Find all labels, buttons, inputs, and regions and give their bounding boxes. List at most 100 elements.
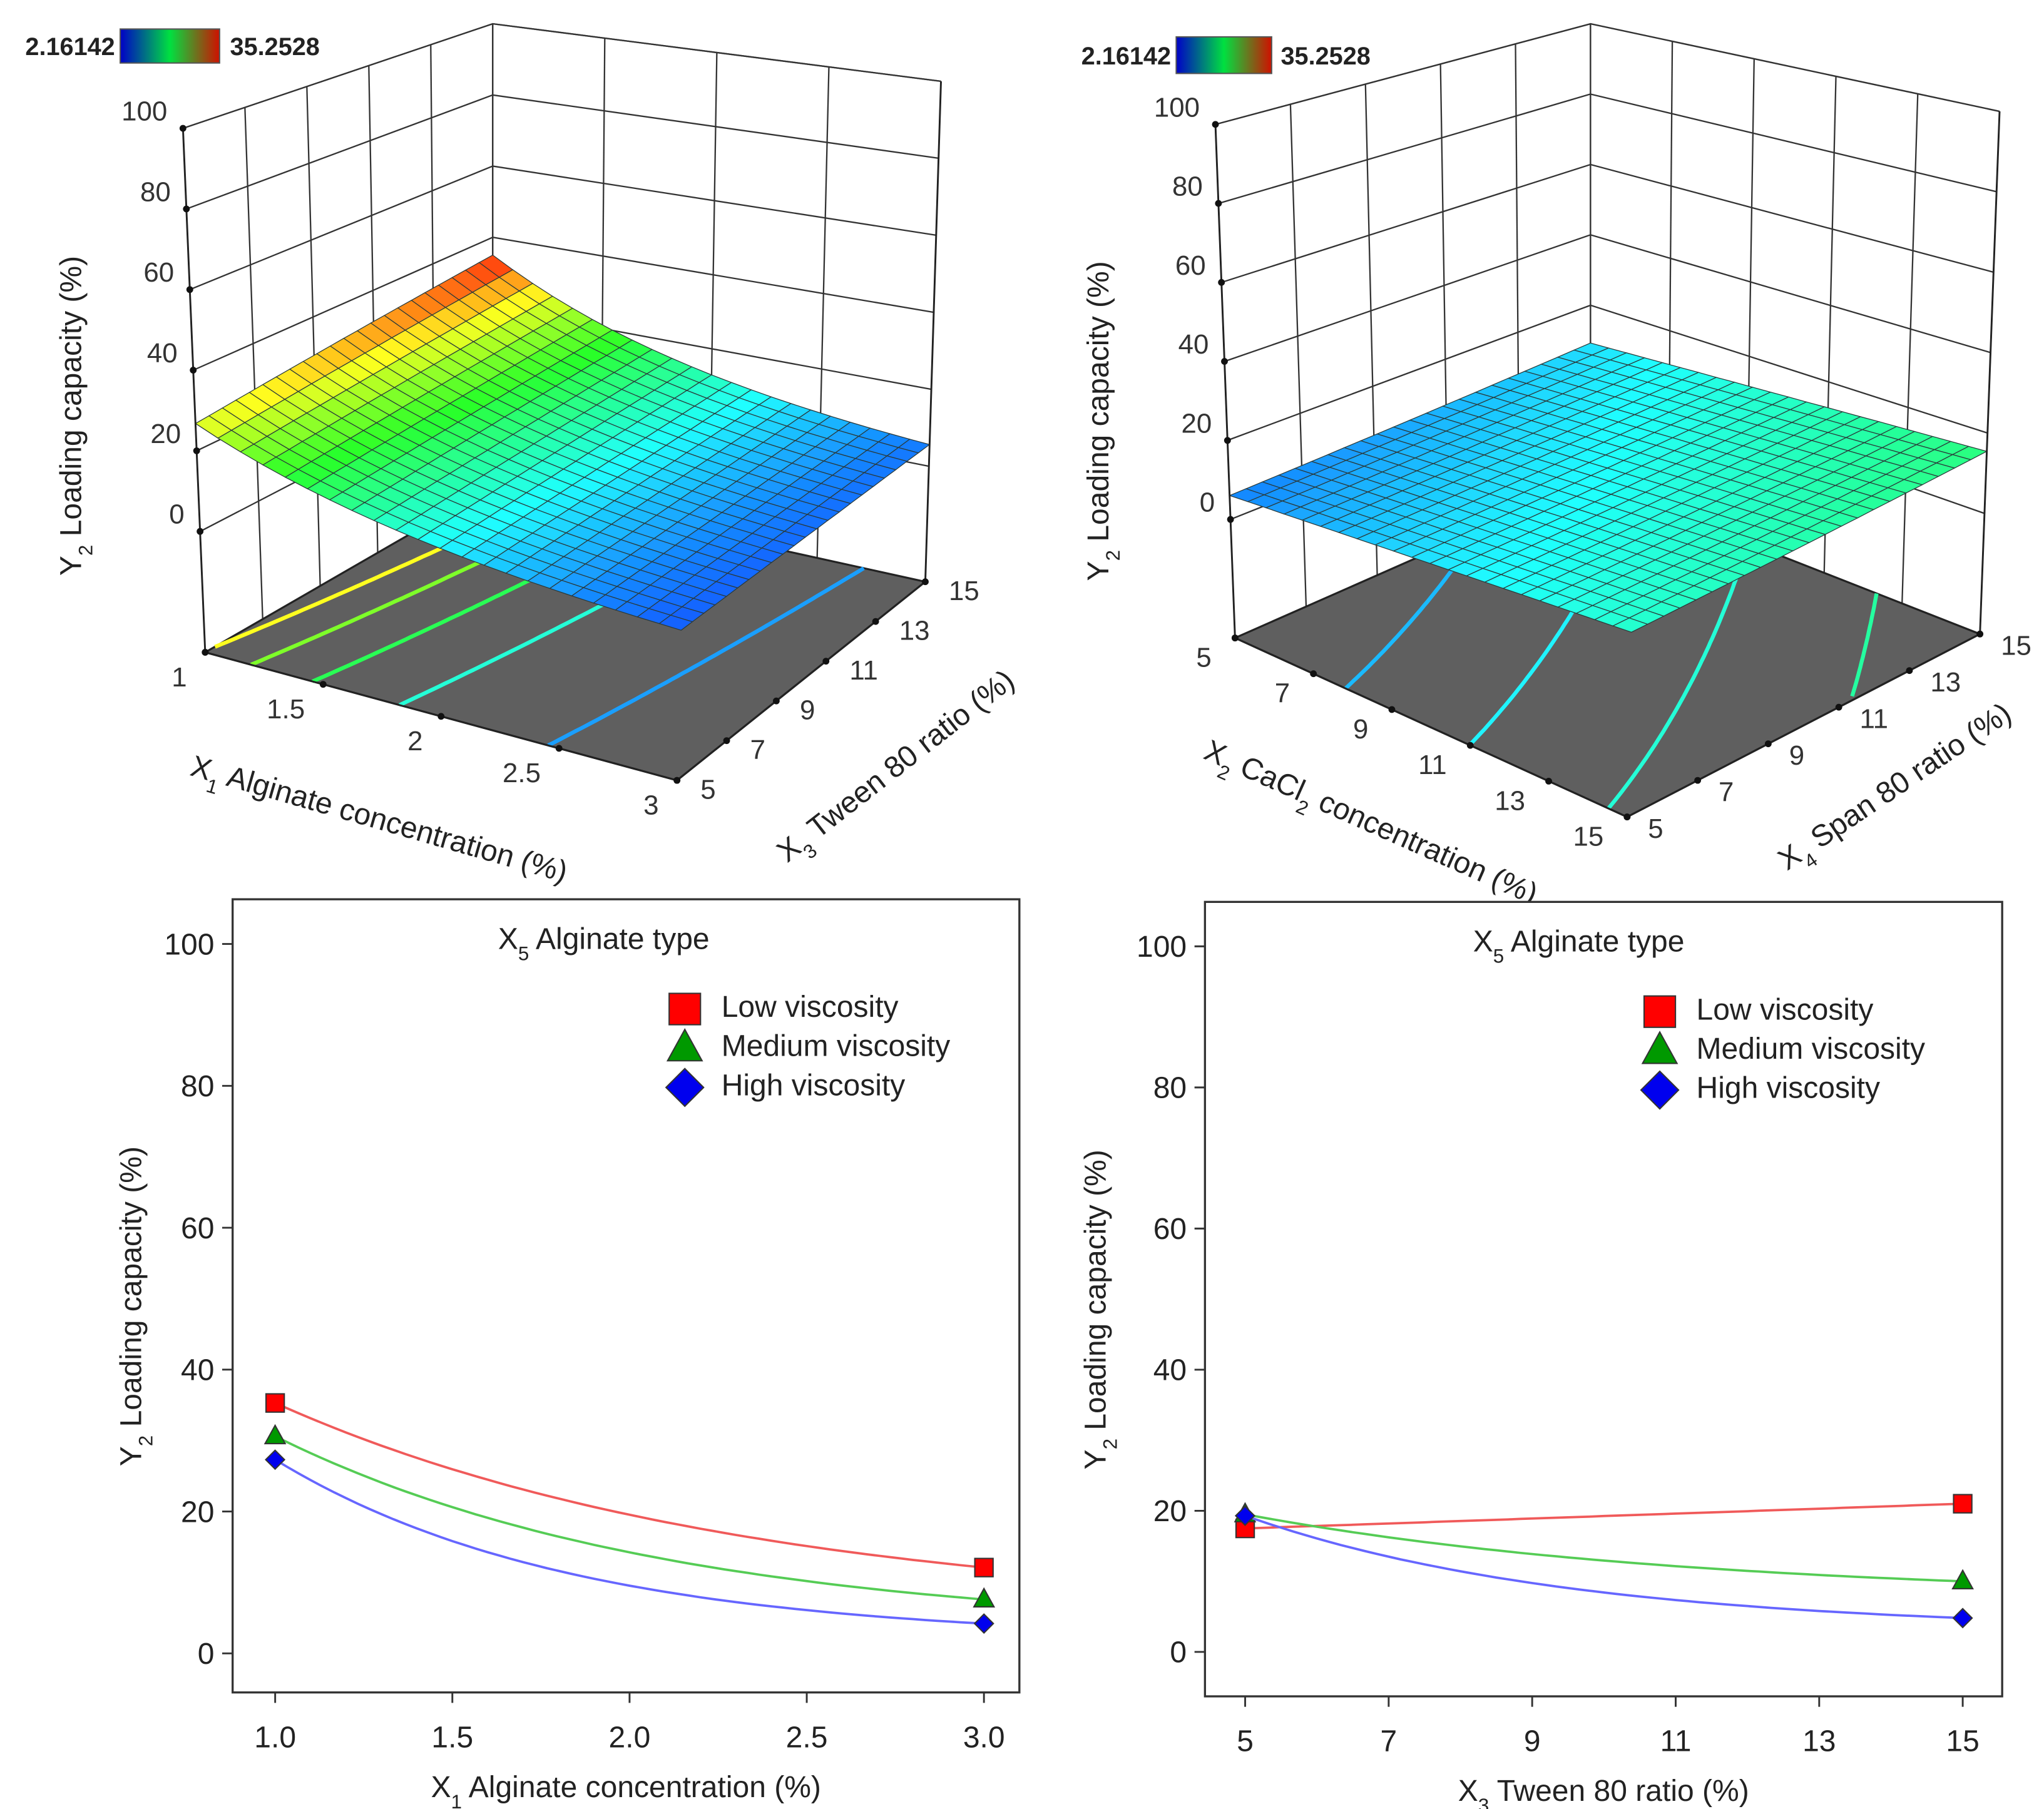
y-tick-label: 5: [1648, 813, 1663, 844]
y-tick-label: 60: [181, 1212, 214, 1245]
x-tick-label: 11: [1418, 750, 1447, 780]
series-high-viscosity: High viscosity: [265, 1068, 994, 1634]
colorbar-max-label: 35.2528: [1280, 43, 1370, 70]
z-tick-mark: [186, 286, 193, 293]
surface-cell: [1612, 617, 1649, 633]
colorbar-max-label: 35.2528: [230, 33, 320, 61]
x-tick-label: 7: [1381, 1725, 1398, 1758]
grid-line: [1227, 304, 1988, 441]
z-tick-label: 20: [1181, 408, 1212, 439]
z-tick-label: 40: [1178, 329, 1209, 360]
x-tick-mark: [202, 649, 209, 656]
x-tick-label: 3.0: [963, 1721, 1005, 1754]
legend-label: High viscosity: [722, 1069, 906, 1102]
triangle-marker: [973, 1587, 996, 1608]
x-tick-label: 2.5: [503, 758, 541, 788]
response-surface: [1228, 342, 1988, 633]
y-tick-label: 40: [181, 1354, 214, 1387]
grid-line: [1218, 93, 1997, 205]
x-tick-label: 15: [1573, 822, 1603, 852]
box-top-edge: [182, 23, 941, 130]
x-tick-label: 2.5: [786, 1721, 828, 1754]
diamond-marker: [265, 1449, 286, 1470]
legend-square-icon: [1643, 995, 1677, 1028]
grid-line: [306, 86, 321, 586]
y-tick-mark: [1906, 667, 1913, 675]
x-tick-label: 13: [1495, 785, 1525, 816]
z-axis-title: Y2 Loading capacity (%): [54, 256, 96, 576]
legend-label: Medium viscosity: [722, 1030, 951, 1063]
contour-line: [547, 566, 865, 747]
triangle-marker: [263, 1424, 287, 1445]
legend-triangle-icon: [1641, 1031, 1679, 1064]
z-tick-label: 0: [1200, 487, 1215, 518]
y-tick-label: 11: [1860, 704, 1889, 735]
y-tick-label: 20: [1153, 1495, 1187, 1528]
z-tick-label: 60: [143, 257, 174, 288]
grid-line: [186, 94, 939, 210]
x-tick-label: 3: [643, 790, 658, 820]
colorbar-gradient: [120, 28, 220, 64]
x-tick-label: 5: [1196, 642, 1211, 673]
grid-line: [1221, 163, 1994, 283]
series-line: [274, 1402, 984, 1569]
x-tick-mark: [1310, 670, 1317, 678]
y-tick-label: 15: [949, 576, 979, 606]
z-tick-mark: [1212, 121, 1219, 128]
y-axis-title: Y2 Loading capacity (%): [1080, 1149, 1122, 1469]
plot-frame: [1203, 900, 2003, 1698]
x-tick-mark: [1388, 706, 1396, 713]
grid-line: [193, 237, 934, 371]
z-tick-mark: [1215, 200, 1222, 207]
series-low-viscosity: Low viscosity: [265, 991, 994, 1577]
contour-line: [1607, 542, 1750, 810]
y-tick-label: 0: [1170, 1636, 1187, 1669]
diamond-marker: [973, 1613, 994, 1634]
x-tick-label: 2.0: [609, 1721, 651, 1754]
series-line: [274, 1459, 984, 1625]
legend-label: Medium viscosity: [1697, 1032, 1926, 1066]
legend-title: X5 Alginate type: [498, 923, 710, 964]
legend-diamond-icon: [1640, 1070, 1680, 1110]
y-tick-label: 15: [2001, 631, 2031, 661]
legend-title: X5 Alginate type: [1473, 925, 1685, 967]
x-tick-mark: [1231, 634, 1239, 641]
x-axis-title: X1 Alginate concentration (%): [431, 1771, 821, 1809]
z-tick-label: 40: [147, 338, 178, 369]
legend-label: Low viscosity: [1697, 993, 1874, 1026]
x-tick-label: 7: [1275, 678, 1290, 709]
plot-frame: [232, 898, 1021, 1694]
y-tick-mark: [1764, 740, 1772, 748]
y-tick-label: 80: [1153, 1072, 1187, 1105]
colorbar-min-label: 2.16142: [1081, 43, 1171, 70]
z-tick-label: 100: [121, 96, 167, 127]
x-axis-title: X3 Tween 80 ratio (%): [1458, 1775, 1749, 1809]
series-low-viscosity: Low viscosity: [1235, 993, 1973, 1539]
series-line: [1245, 1513, 1963, 1583]
x-tick-label: 11: [1660, 1725, 1692, 1758]
line-plot-alginate-concentration: 0 20 40 60 80 100 1.0 1.5 2.0 2.5 3.0 X5 Alginate t…: [115, 898, 1021, 1809]
x-tick-mark: [555, 745, 563, 752]
surface-plot-alginate-tween: 2.16142 35.2528 100 80 60 40 20 0 1 1.5 2 2.5 3 5 7 9 11…: [25, 23, 1021, 889]
diamond-marker: [1952, 1608, 1973, 1629]
y-tick-mark: [822, 658, 830, 665]
x-tick-label: 5: [1237, 1725, 1254, 1758]
z-tick-label: 0: [169, 499, 184, 530]
y-tick-label: 13: [1930, 667, 1961, 698]
y-tick-mark: [922, 578, 929, 586]
series-medium-viscosity: Medium viscosity: [1234, 1031, 1974, 1589]
y-tick-mark: [1694, 777, 1702, 784]
z-tick-mark: [1221, 358, 1228, 365]
box-top-edge: [1215, 23, 2000, 125]
grid-line: [1224, 234, 1991, 362]
y-tick-label: 0: [198, 1638, 215, 1671]
y-tick-mark: [872, 618, 879, 625]
y-tick-label: 40: [1153, 1354, 1187, 1387]
y-tick-label: 11: [849, 655, 878, 686]
colorbar: 2.16142 35.2528: [25, 28, 320, 64]
y-tick-label: 20: [181, 1496, 214, 1529]
y-tick-mark: [1835, 703, 1842, 711]
z-tick-label: 20: [150, 419, 181, 449]
z-tick-label: 80: [1172, 171, 1203, 202]
